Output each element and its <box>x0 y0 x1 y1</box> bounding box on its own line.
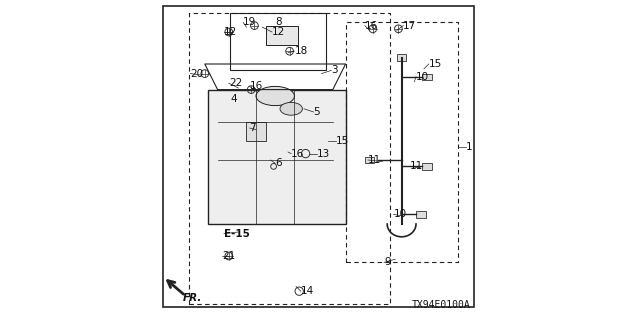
Text: E-15: E-15 <box>224 228 250 239</box>
Bar <box>422 74 432 80</box>
Text: 16: 16 <box>291 148 305 159</box>
Text: 18: 18 <box>294 46 308 56</box>
Text: 17: 17 <box>403 20 417 31</box>
Text: 16: 16 <box>365 20 378 31</box>
Text: 21: 21 <box>223 251 236 261</box>
Ellipse shape <box>256 86 294 106</box>
Text: 19: 19 <box>243 17 257 28</box>
Text: 12: 12 <box>272 27 285 37</box>
Text: 5: 5 <box>314 107 320 117</box>
Text: 10: 10 <box>394 209 407 220</box>
Text: 13: 13 <box>317 148 330 159</box>
Text: 22: 22 <box>229 78 242 88</box>
Text: 12: 12 <box>224 27 237 37</box>
Text: 16: 16 <box>250 81 263 92</box>
Text: 20: 20 <box>191 68 204 79</box>
Text: 9: 9 <box>384 257 390 268</box>
Text: 8: 8 <box>275 17 282 28</box>
Bar <box>230 13 326 70</box>
Bar <box>365 157 374 163</box>
Bar <box>422 163 432 170</box>
Bar <box>246 122 266 141</box>
Ellipse shape <box>280 102 302 115</box>
Text: FR.: FR. <box>182 293 202 303</box>
Text: 7: 7 <box>250 123 256 133</box>
Text: 11: 11 <box>368 155 381 165</box>
Bar <box>416 211 426 218</box>
Text: 15: 15 <box>336 136 349 146</box>
Text: 14: 14 <box>301 286 314 296</box>
Text: 4: 4 <box>230 94 237 104</box>
Text: 6: 6 <box>275 158 282 168</box>
Text: 3: 3 <box>332 65 338 76</box>
Text: TX94E0100A: TX94E0100A <box>412 300 470 310</box>
Text: 11: 11 <box>410 161 423 172</box>
Text: 10: 10 <box>416 72 429 82</box>
Text: 1: 1 <box>466 142 472 152</box>
Bar <box>208 90 346 224</box>
Bar <box>397 54 406 61</box>
Bar <box>266 26 298 45</box>
Text: 15: 15 <box>429 59 442 69</box>
